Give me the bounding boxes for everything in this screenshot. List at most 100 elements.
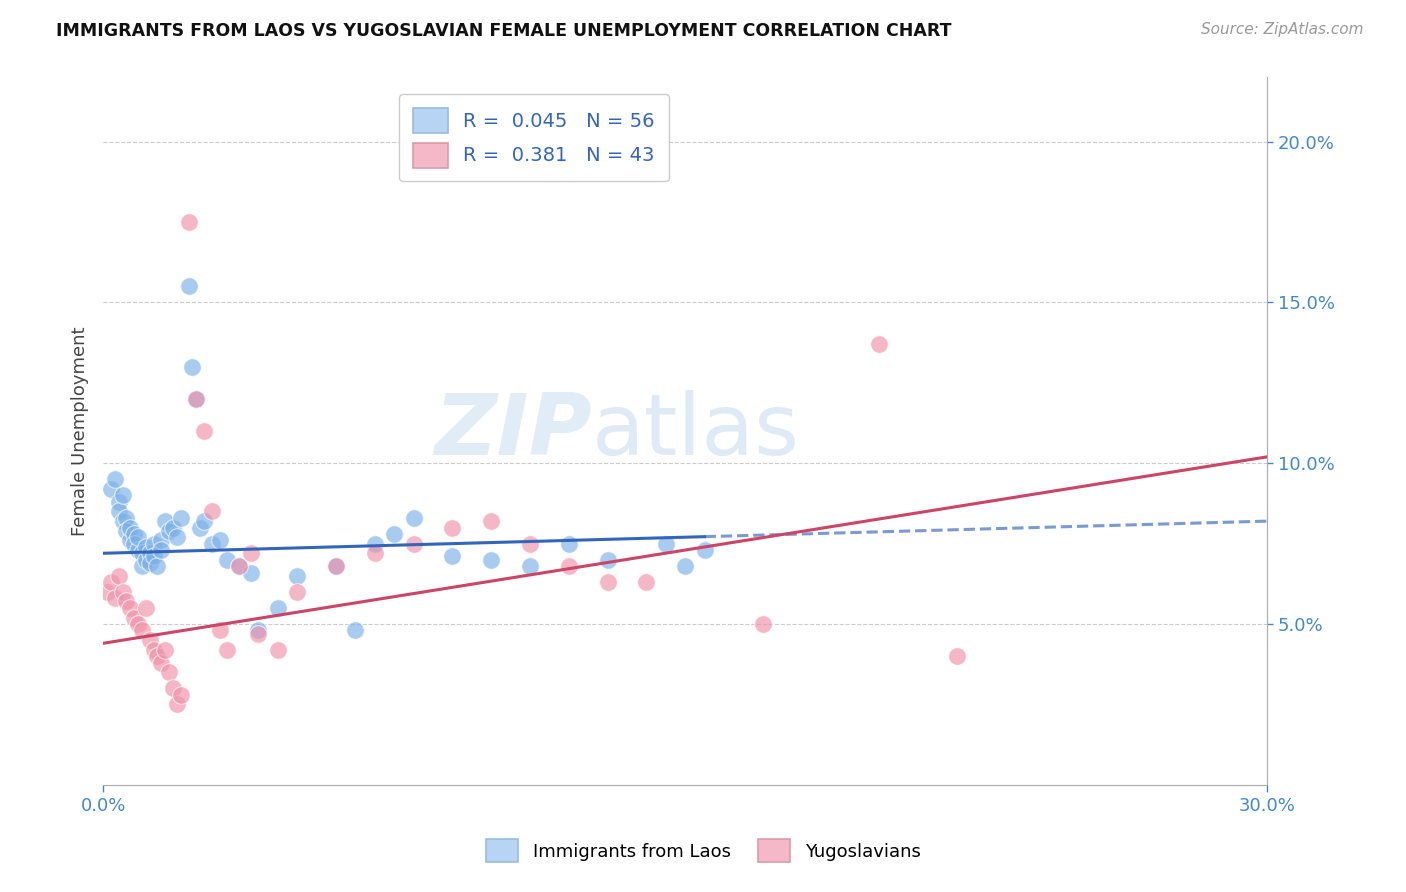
Point — [441, 520, 464, 534]
Point — [636, 575, 658, 590]
Point — [558, 536, 581, 550]
Point — [402, 511, 425, 525]
Point — [111, 488, 134, 502]
Point — [115, 594, 138, 608]
Point — [596, 552, 619, 566]
Text: ZIP: ZIP — [434, 390, 592, 473]
Point — [155, 642, 177, 657]
Point — [150, 543, 173, 558]
Point — [127, 617, 149, 632]
Point — [135, 601, 157, 615]
Point — [267, 642, 290, 657]
Point — [217, 552, 239, 566]
Point — [166, 698, 188, 712]
Point — [142, 642, 165, 657]
Point — [693, 543, 716, 558]
Point — [115, 511, 138, 525]
Point — [157, 665, 180, 680]
Point — [162, 681, 184, 696]
Point — [122, 527, 145, 541]
Point — [162, 520, 184, 534]
Point — [247, 624, 270, 638]
Point — [519, 559, 541, 574]
Point — [558, 559, 581, 574]
Point — [107, 504, 129, 518]
Point — [120, 520, 142, 534]
Point — [382, 527, 405, 541]
Point — [181, 359, 204, 374]
Y-axis label: Female Unemployment: Female Unemployment — [72, 326, 89, 536]
Point — [96, 585, 118, 599]
Point — [142, 549, 165, 564]
Point — [127, 543, 149, 558]
Point — [285, 585, 308, 599]
Point — [107, 568, 129, 582]
Point — [364, 546, 387, 560]
Point — [150, 533, 173, 548]
Point — [325, 559, 347, 574]
Point — [111, 585, 134, 599]
Point — [946, 649, 969, 664]
Point — [596, 575, 619, 590]
Text: Source: ZipAtlas.com: Source: ZipAtlas.com — [1201, 22, 1364, 37]
Point — [441, 549, 464, 564]
Point — [107, 495, 129, 509]
Point — [120, 601, 142, 615]
Point — [100, 575, 122, 590]
Point — [228, 559, 250, 574]
Point — [193, 514, 215, 528]
Point — [186, 392, 208, 406]
Point — [239, 566, 262, 580]
Point — [519, 536, 541, 550]
Point — [201, 504, 224, 518]
Point — [142, 536, 165, 550]
Point — [186, 392, 208, 406]
Point — [155, 514, 177, 528]
Point — [111, 514, 134, 528]
Text: IMMIGRANTS FROM LAOS VS YUGOSLAVIAN FEMALE UNEMPLOYMENT CORRELATION CHART: IMMIGRANTS FROM LAOS VS YUGOSLAVIAN FEMA… — [56, 22, 952, 40]
Point — [146, 559, 169, 574]
Point — [673, 559, 696, 574]
Point — [208, 624, 231, 638]
Point — [122, 610, 145, 624]
Point — [208, 533, 231, 548]
Point — [104, 591, 127, 606]
Point — [127, 530, 149, 544]
Point — [217, 642, 239, 657]
Legend: Immigrants from Laos, Yugoslavians: Immigrants from Laos, Yugoslavians — [478, 832, 928, 870]
Point — [122, 536, 145, 550]
Point — [166, 530, 188, 544]
Point — [267, 601, 290, 615]
Point — [146, 649, 169, 664]
Point — [115, 524, 138, 538]
Point — [364, 536, 387, 550]
Point — [135, 540, 157, 554]
Point — [100, 482, 122, 496]
Point — [344, 624, 367, 638]
Point — [157, 524, 180, 538]
Point — [170, 688, 193, 702]
Point — [247, 626, 270, 640]
Point — [201, 536, 224, 550]
Point — [188, 520, 211, 534]
Point — [228, 559, 250, 574]
Point — [104, 472, 127, 486]
Point — [131, 624, 153, 638]
Point — [170, 511, 193, 525]
Point — [239, 546, 262, 560]
Point — [138, 546, 160, 560]
Point — [752, 617, 775, 632]
Point — [655, 536, 678, 550]
Point — [402, 536, 425, 550]
Point — [131, 559, 153, 574]
Point — [138, 556, 160, 570]
Point — [177, 279, 200, 293]
Point — [131, 546, 153, 560]
Point — [120, 533, 142, 548]
Point — [177, 215, 200, 229]
Legend: R =  0.045   N = 56, R =  0.381   N = 43: R = 0.045 N = 56, R = 0.381 N = 43 — [399, 95, 668, 181]
Point — [150, 656, 173, 670]
Point — [479, 514, 502, 528]
Point — [193, 424, 215, 438]
Point — [138, 633, 160, 648]
